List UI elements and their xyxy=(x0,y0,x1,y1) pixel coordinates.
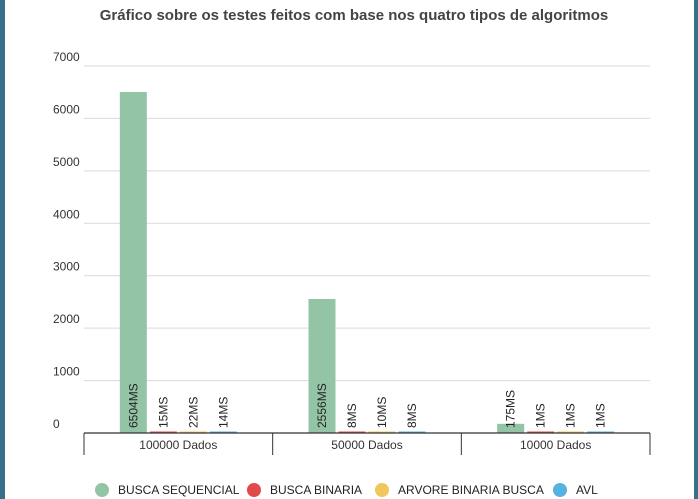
y-axis-ticks: 0 1000 2000 3000 4000 5000 6000 7000 xyxy=(53,50,80,431)
legend: BUSCA SEQUENCIAL BUSCA BINARIA ARVORE BINA… xyxy=(95,483,598,497)
y-tick-label: 5000 xyxy=(53,155,80,169)
data-label: 1MS xyxy=(534,403,548,428)
y-tick-label: 6000 xyxy=(53,102,80,116)
data-label: 2556MS xyxy=(315,383,329,428)
legend-label: AVL xyxy=(576,483,598,497)
bar xyxy=(497,423,525,433)
data-label: 6504MS xyxy=(126,383,140,428)
x-tick-label: 100000 Dados xyxy=(139,438,217,452)
bar xyxy=(308,298,336,433)
y-tick-label: 2000 xyxy=(53,312,80,326)
data-labels: 6504MS 15MS 22MS 14MS 2556MS 8MS 10MS 8MS 175MS 1… xyxy=(126,383,607,428)
bar xyxy=(587,431,615,433)
legend-label: BUSCA SEQUENCIAL xyxy=(118,483,240,497)
bar xyxy=(338,431,366,433)
frame-right-border xyxy=(694,0,698,499)
bar xyxy=(149,431,177,433)
bar xyxy=(557,431,585,433)
bar xyxy=(179,431,207,433)
bars xyxy=(119,92,615,433)
frame-left-border xyxy=(0,0,5,499)
bar xyxy=(368,431,396,433)
data-label: 14MS xyxy=(216,397,230,428)
y-tick-label: 7000 xyxy=(53,50,80,64)
legend-swatch xyxy=(553,483,567,497)
legend-swatch xyxy=(375,483,389,497)
data-label: 1MS xyxy=(564,403,578,428)
legend-swatch xyxy=(247,483,261,497)
y-tick-label: 3000 xyxy=(53,260,80,274)
x-axis: 100000 Dados 50000 Dados 10000 Dados xyxy=(83,432,651,455)
legend-swatch xyxy=(95,483,109,497)
bar xyxy=(209,431,237,433)
legend-label: BUSCA BINARIA xyxy=(270,483,362,497)
data-label: 22MS xyxy=(186,397,200,428)
y-tick-label: 4000 xyxy=(53,207,80,221)
data-label: 10MS xyxy=(375,397,389,428)
bar xyxy=(398,431,426,433)
data-label: 1MS xyxy=(594,403,608,428)
bar xyxy=(119,92,147,433)
x-tick-label: 10000 Dados xyxy=(520,438,591,452)
bar xyxy=(527,431,555,433)
legend-label: ARVORE BINARIA BUSCA xyxy=(398,483,544,497)
gridlines xyxy=(84,65,650,382)
y-tick-label: 1000 xyxy=(53,365,80,379)
data-label: 8MS xyxy=(345,403,359,428)
data-label: 8MS xyxy=(405,403,419,428)
chart-title: Gráfico sobre os testes feitos com base … xyxy=(100,7,608,24)
data-label: 15MS xyxy=(156,397,170,428)
y-tick-label: 0 xyxy=(53,417,60,431)
data-label: 175MS xyxy=(504,390,518,428)
x-tick-label: 50000 Dados xyxy=(331,438,402,452)
